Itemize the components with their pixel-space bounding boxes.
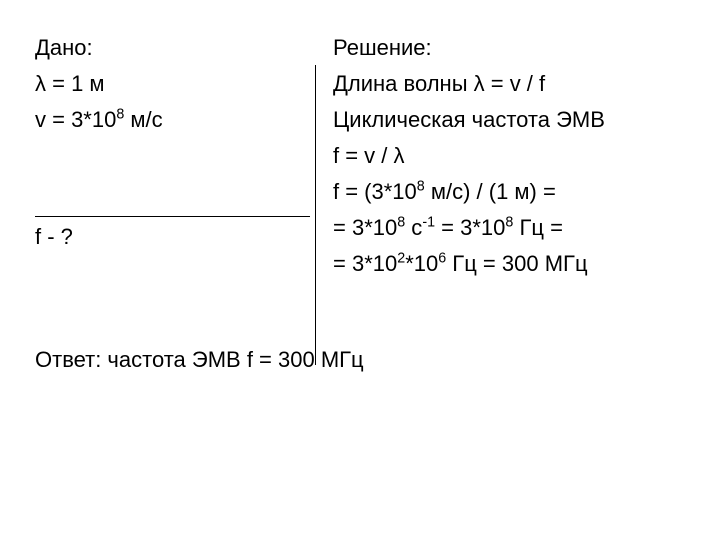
- solution-header: Решение:: [315, 30, 685, 66]
- given-blank-2: [35, 174, 315, 210]
- cyclic-frequency-label: Циклическая частота ЭМВ: [333, 102, 605, 137]
- given-line-2: v = 3*108 м/c: [35, 102, 315, 138]
- horizontal-divider: [35, 216, 310, 217]
- given-line-1: λ = 1 м: [35, 66, 315, 102]
- solution-line-1: Длина волны λ = v / f: [315, 66, 685, 102]
- solution-line-4: f = (3*108 м/с) / (1 м) =: [315, 174, 685, 210]
- given-header: Дано:: [35, 30, 315, 66]
- find-line: f - ?: [35, 219, 315, 255]
- given-blank-1: [35, 138, 315, 174]
- given-column: Дано: λ = 1 м v = 3*108 м/c f - ?: [35, 30, 315, 282]
- solution-line-6: = 3*102*106 Гц = 300 МГц: [315, 246, 685, 282]
- problem-layout: Дано: λ = 1 м v = 3*108 м/c f - ? Решени…: [35, 30, 685, 282]
- vertical-divider: [315, 65, 316, 365]
- solution-column: Решение: Длина волны λ = v / f Циклическ…: [315, 30, 685, 282]
- substitution: f = (3*108 м/с) / (1 м) =: [333, 174, 556, 209]
- given-velocity: v = 3*108 м/c: [35, 102, 163, 137]
- solution-line-3: f = v / λ: [315, 138, 685, 174]
- given-header-text: Дано:: [35, 30, 93, 65]
- calc-step-1: = 3*108 c-1 = 3*108 Гц =: [333, 210, 563, 245]
- find-text: f - ?: [35, 219, 73, 254]
- answer-line: Ответ: частота ЭМВ f = 300 МГц: [35, 342, 685, 377]
- solution-header-text: Решение:: [333, 30, 432, 65]
- solution-line-2: Циклическая частота ЭМВ: [315, 102, 685, 138]
- calc-step-2: = 3*102*106 Гц = 300 МГц: [333, 246, 588, 281]
- given-lambda: λ = 1 м: [35, 66, 105, 101]
- solution-line-5: = 3*108 c-1 = 3*108 Гц =: [315, 210, 685, 246]
- wavelength-formula: Длина волны λ = v / f: [333, 66, 545, 101]
- frequency-formula: f = v / λ: [333, 138, 405, 173]
